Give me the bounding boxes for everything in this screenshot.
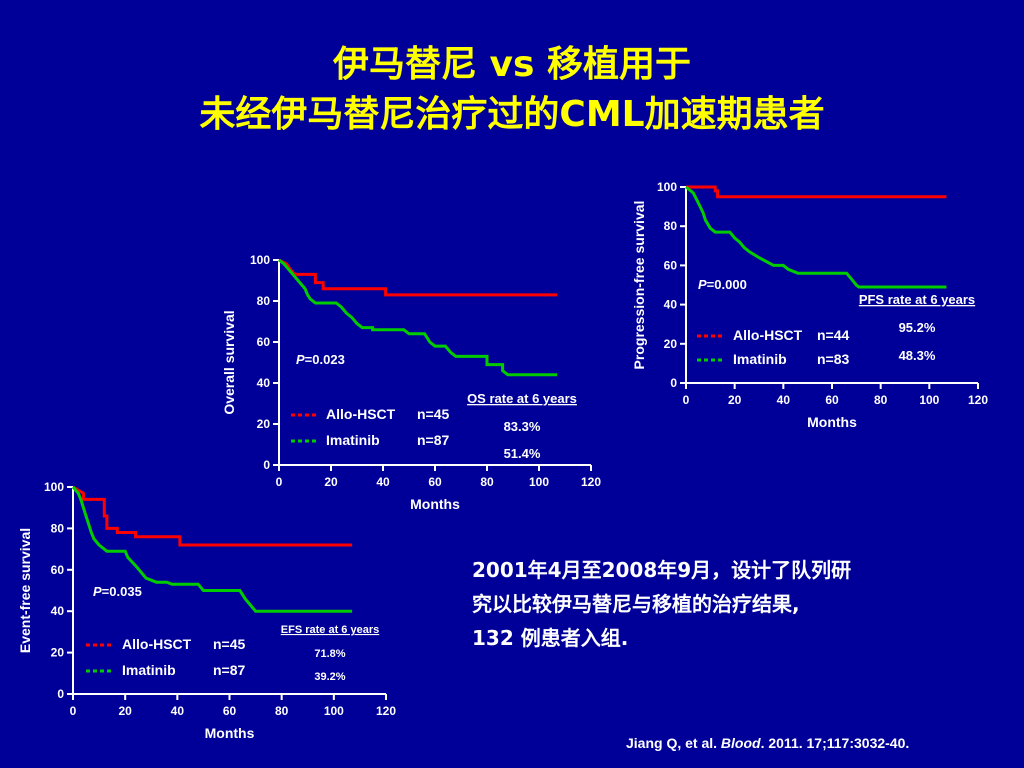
- pfs-legend-name: Allo-HSCT: [733, 327, 803, 343]
- efs-p-symbol: P: [93, 584, 102, 599]
- pfs-p-symbol: P: [698, 277, 707, 292]
- note-line-3: 132 例患者入组.: [472, 626, 629, 650]
- efs-x-axis-title: Months: [205, 725, 255, 741]
- title-line-1: 伊马替尼 vs 移植用于: [333, 44, 691, 85]
- os-y-tick-label: 60: [257, 335, 271, 349]
- pfs-y-tick-label: 20: [664, 337, 678, 351]
- pfs-p-value-number: =0.000: [707, 277, 747, 292]
- efs-x-tick-label: 20: [118, 704, 132, 718]
- efs-series-imatinib-line: [71, 486, 353, 613]
- efs-legend-n: n=87: [213, 662, 246, 678]
- pfs-legend-name: Imatinib: [733, 351, 787, 367]
- os-rate-imatinib: 51.4%: [504, 446, 541, 461]
- os-x-tick-label: 80: [480, 475, 494, 489]
- os-p-value-number: =0.023: [305, 352, 345, 367]
- os-x-tick-label: 20: [324, 475, 338, 489]
- efs-p-value-number: =0.035: [102, 584, 142, 599]
- pfs-legend-n: n=44: [817, 327, 850, 343]
- pfs-x-axis-title: Months: [807, 414, 857, 430]
- citation-journal: Blood: [720, 735, 761, 751]
- efs-legend-n: n=45: [213, 636, 246, 652]
- note-line-1: 2001年4月至2008年9月，设计了队列研: [472, 558, 852, 582]
- efs-y-tick-label: 80: [51, 521, 65, 535]
- efs-rate-allo: 71.8%: [314, 648, 345, 660]
- os-x-axis-title: Months: [410, 496, 460, 512]
- efs-rate-imatinib: 39.2%: [314, 671, 345, 683]
- pfs-y-tick-label: 80: [664, 219, 678, 233]
- os-p-symbol: P: [296, 352, 305, 367]
- pfs-legend-n: n=83: [817, 351, 850, 367]
- note-line-2: 究以比较伊马替尼与移植的治疗结果,: [472, 592, 800, 616]
- os-x-tick-label: 60: [428, 475, 442, 489]
- efs-y-tick-label: 40: [51, 604, 65, 618]
- os-x-tick-label: 100: [529, 475, 549, 489]
- os-chart: 0 20 40 60 80 100 0 20 40 60 80 100 120 Months Overall…: [221, 253, 601, 512]
- study-description: 2001年4月至2008年9月，设计了队列研 究以比较伊马替尼与移植的治疗结果,…: [472, 553, 992, 655]
- os-legend-n: n=45: [417, 406, 450, 422]
- os-rate-allo: 83.3%: [504, 419, 541, 434]
- efs-y-axis-title: Event-free survival: [17, 528, 33, 653]
- title-line-2: 未经伊马替尼治疗过的CML加速期患者: [199, 94, 825, 135]
- pfs-y-tick-label: 0: [670, 376, 677, 390]
- efs-x-tick-label: 0: [70, 704, 77, 718]
- os-series-imatinib-line: [278, 258, 558, 377]
- citation-rest: . 2011. 17;117:3032-40.: [760, 735, 910, 751]
- efs-x-tick-label: 80: [275, 704, 289, 718]
- pfs-y-tick-label: 100: [657, 180, 677, 194]
- pfs-rate-allo: 95.2%: [899, 320, 936, 335]
- citation-author: Jiang Q, et al.: [626, 735, 721, 751]
- pfs-series-allo-hsct-line: [686, 185, 947, 199]
- pfs-p-value: P=0.000: [698, 277, 747, 292]
- os-y-tick-label: 20: [257, 417, 271, 431]
- efs-x-tick-label: 60: [223, 704, 237, 718]
- os-legend-name: Allo-HSCT: [326, 406, 396, 422]
- pfs-y-tick-label: 60: [664, 258, 678, 272]
- os-p-value: P=0.023: [296, 352, 345, 367]
- os-series-allo-hsct-line: [278, 258, 558, 297]
- os-legend-name: Imatinib: [326, 432, 380, 448]
- os-y-axis-title: Overall survival: [221, 310, 237, 414]
- efs-x-tick-label: 40: [171, 704, 185, 718]
- pfs-x-tick-label: 80: [874, 393, 888, 407]
- os-x-tick-label: 40: [376, 475, 390, 489]
- os-legend-n: n=87: [417, 432, 450, 448]
- pfs-x-tick-label: 40: [777, 393, 791, 407]
- pfs-x-tick-label: 100: [919, 393, 939, 407]
- efs-y-tick-label: 20: [51, 646, 65, 660]
- pfs-x-tick-label: 60: [825, 393, 839, 407]
- pfs-y-tick-label: 40: [664, 298, 678, 312]
- pfs-rate-title: PFS rate at 6 years: [859, 292, 975, 307]
- pfs-x-tick-label: 120: [968, 393, 988, 407]
- efs-x-tick-label: 100: [324, 704, 344, 718]
- os-y-tick-label: 40: [257, 376, 271, 390]
- efs-chart: 0 20 40 60 80 100 0 20 40 60 80 100 120 Months Event-f…: [17, 480, 396, 741]
- pfs-x-tick-label: 20: [728, 393, 742, 407]
- os-x-tick-label: 0: [276, 475, 283, 489]
- slide-title: 伊马替尼 vs 移植用于 未经伊马替尼治疗过的CML加速期患者: [0, 40, 1024, 140]
- pfs-chart: 0 20 40 60 80 100 0 20 40 60 80 100 120 Months Progres…: [631, 180, 988, 430]
- efs-y-tick-label: 0: [57, 687, 64, 701]
- pfs-series-imatinib-line: [685, 185, 947, 289]
- efs-series-allo-hsct-line: [72, 485, 353, 547]
- efs-rate-title: EFS rate at 6 years: [281, 624, 379, 636]
- efs-y-tick-label: 60: [51, 563, 65, 577]
- efs-p-value: P=0.035: [93, 584, 142, 599]
- os-y-tick-label: 80: [257, 294, 271, 308]
- citation: Jiang Q, et al. Blood. 2011. 17;117:3032…: [626, 735, 909, 751]
- os-y-tick-label: 0: [263, 458, 270, 472]
- efs-legend-name: Imatinib: [122, 662, 176, 678]
- efs-x-tick-label: 120: [376, 704, 396, 718]
- os-rate-title: OS rate at 6 years: [467, 391, 577, 406]
- efs-y-tick-label: 100: [44, 480, 64, 494]
- efs-legend-name: Allo-HSCT: [122, 636, 192, 652]
- os-y-tick-label: 100: [250, 253, 270, 267]
- pfs-y-axis-title: Progression-free survival: [631, 201, 647, 370]
- pfs-x-tick-label: 0: [683, 393, 690, 407]
- pfs-rate-imatinib: 48.3%: [899, 348, 936, 363]
- os-x-tick-label: 120: [581, 475, 601, 489]
